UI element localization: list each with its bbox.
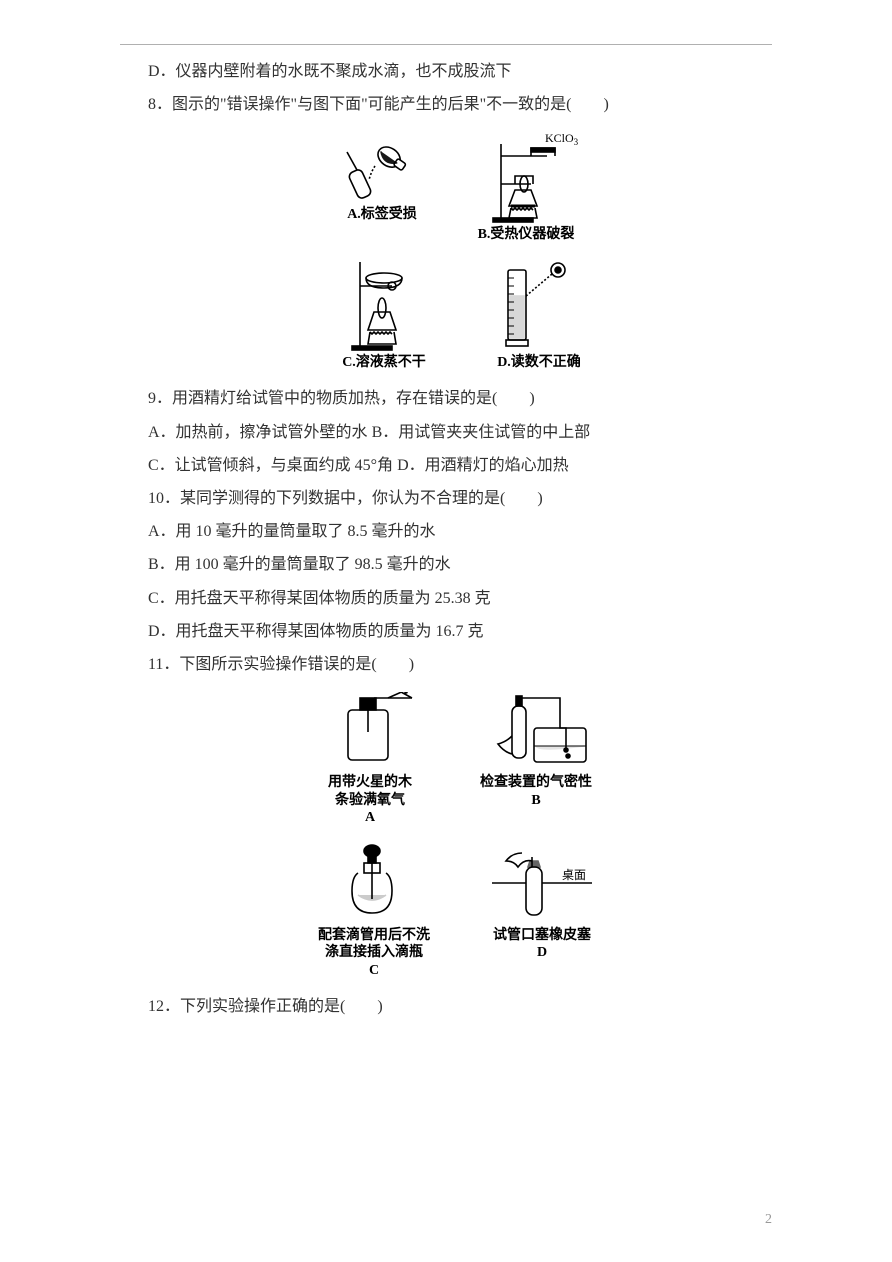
page-content: D．仪器内壁附着的水既不聚成水滴，也不成股流下 8．图示的"错误操作"与图下面"… <box>0 0 892 1022</box>
q10-stem: 10．某同学测得的下列数据中，你认为不合理的是( ) <box>148 483 772 514</box>
q8-figure-row1: A.标签受损 KClO3 <box>148 132 772 244</box>
q8-fig-A: A.标签受损 <box>339 132 425 244</box>
q11-figure-row1: 用带火星的木 条验满氧气 A 检查装置的气密性 <box>148 692 772 827</box>
q11-label-C: 配套滴管用后不洗 涤直接插入滴瓶 C <box>318 927 430 980</box>
q11-svg-C <box>328 839 420 925</box>
q8-figure-row2: C.溶液蒸不干 D.读数 <box>148 256 772 372</box>
top-rule <box>120 44 772 45</box>
q10-C: C．用托盘天平称得某固体物质的质量为 25.38 克 <box>148 583 772 614</box>
q8-fig-D: D.读数不正确 <box>494 256 584 372</box>
q10-B: B．用 100 毫升的量筒量取了 98.5 毫升的水 <box>148 549 772 580</box>
q8-svg-B: KClO3 <box>471 132 581 224</box>
q12-stem: 12．下列实验操作正确的是( ) <box>148 991 772 1022</box>
q8-fig-C: C.溶液蒸不干 <box>336 256 432 372</box>
page-number: 2 <box>765 1212 772 1228</box>
q8-svg-C <box>336 256 432 352</box>
q11-fig-A: 用带火星的木 条验满氧气 A <box>324 692 416 827</box>
q11-label-D: 试管口塞橡皮塞 D <box>493 927 591 962</box>
q11-fig-C: 配套滴管用后不洗 涤直接插入滴瓶 C <box>318 839 430 980</box>
q8-stem: 8．图示的"错误操作"与图下面"可能产生的后果"不一致的是( ) <box>148 89 772 120</box>
q9-B: B．用试管夹夹住试管的中上部 <box>372 424 591 441</box>
q11-label-A: 用带火星的木 条验满氧气 A <box>328 774 412 827</box>
q8-label-D: D.读数不正确 <box>497 354 581 372</box>
q8-label-C: C.溶液蒸不干 <box>342 354 426 372</box>
q11-fig-B: 检查装置的气密性 B <box>476 692 596 827</box>
q11-stem: 11．下图所示实验操作错误的是( ) <box>148 649 772 680</box>
q8-svg-D <box>494 256 584 352</box>
q8-label-B: B.受热仪器破裂 <box>478 226 575 244</box>
q11-svg-D: 桌面 <box>482 839 602 925</box>
svg-text:桌面: 桌面 <box>562 868 586 882</box>
q9-stem: 9．用酒精灯给试管中的物质加热，存在错误的是( ) <box>148 383 772 414</box>
q11-figure-row2: 配套滴管用后不洗 涤直接插入滴瓶 C 桌面 试管口塞橡皮塞 D <box>148 839 772 980</box>
q8-label-A: A.标签受损 <box>347 206 417 224</box>
q11-svg-A <box>324 692 416 772</box>
q9-A: A．加热前，擦净试管外壁的水 <box>148 424 368 441</box>
q10-D: D．用托盘天平称得某固体物质的质量为 16.7 克 <box>148 616 772 647</box>
q8-svg-A <box>339 132 425 204</box>
q9-C: C．让试管倾斜，与桌面约成 45°角 <box>148 457 393 474</box>
q11-label-B: 检查装置的气密性 B <box>480 774 592 809</box>
q9-D: D．用酒精灯的焰心加热 <box>397 457 569 474</box>
q9-AB: A．加热前，擦净试管外壁的水 B．用试管夹夹住试管的中上部 <box>148 417 772 448</box>
q11-fig-D: 桌面 试管口塞橡皮塞 D <box>482 839 602 980</box>
q8-fig-B: KClO3 B.受热仪器破裂 <box>471 132 581 244</box>
q9-CD: C．让试管倾斜，与桌面约成 45°角 D．用酒精灯的焰心加热 <box>148 450 772 481</box>
q10-A: A．用 10 毫升的量筒量取了 8.5 毫升的水 <box>148 516 772 547</box>
kcl-label: KClO3 <box>545 132 579 147</box>
q11-svg-B <box>476 692 596 772</box>
option-d: D．仪器内壁附着的水既不聚成水滴，也不成股流下 <box>148 56 772 87</box>
